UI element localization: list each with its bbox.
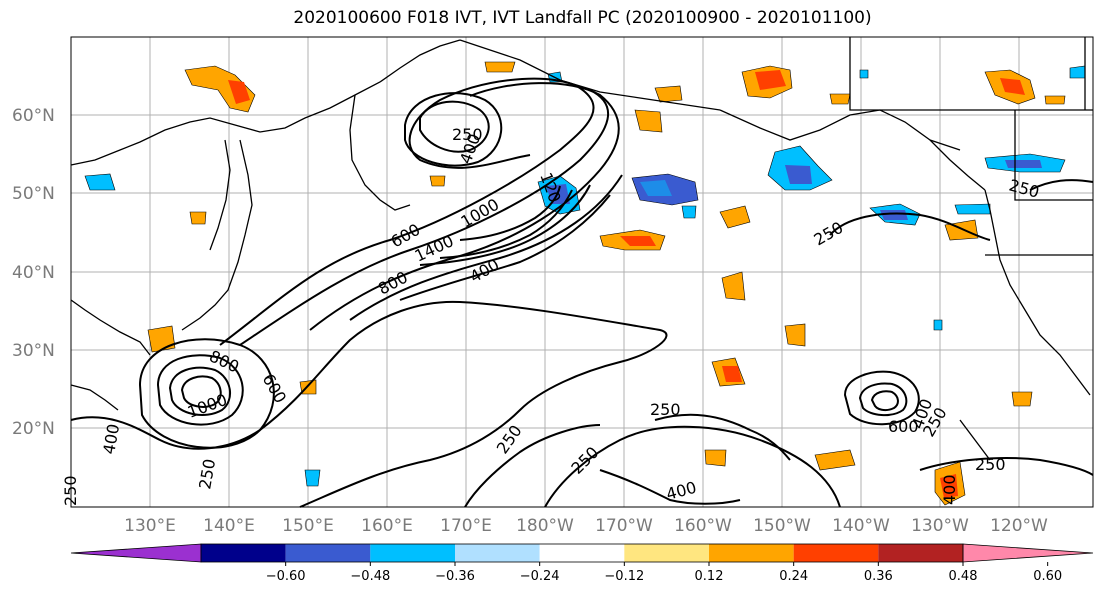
lon-label: 180°W xyxy=(516,516,574,536)
colorbar-extend-low xyxy=(70,543,202,563)
colorbar-segment xyxy=(285,544,371,562)
colorbar-tick-label: 0.36 xyxy=(864,569,893,584)
ivt-contours xyxy=(70,77,1094,508)
colorbar-segment xyxy=(539,544,625,562)
lon-label: 170°W xyxy=(595,516,653,536)
colorbar-segment xyxy=(201,544,286,562)
lon-label: 170°E xyxy=(440,516,492,536)
colorbar-ticks: −0.60 −0.48 −0.36 −0.24 −0.12 0.12 0.24 0.36 0.4… xyxy=(266,562,1062,584)
colorbar-segment xyxy=(455,544,540,562)
lon-label: 140°E xyxy=(203,516,255,536)
colorbar-tick-label: −0.24 xyxy=(520,569,560,584)
lon-label: 120°W xyxy=(990,516,1048,536)
lat-label: 20°N xyxy=(12,419,55,439)
lat-label: 40°N xyxy=(12,263,55,283)
map-title: 2020100600 F018 IVT, IVT Landfall PC (20… xyxy=(293,8,872,28)
colorbar-segment xyxy=(370,544,455,562)
colorbar-tick-label: −0.36 xyxy=(435,569,475,584)
lon-label: 160°E xyxy=(361,516,413,536)
map-frame xyxy=(70,36,1094,508)
lat-label: 60°N xyxy=(12,106,55,126)
colorbar-tick-label: −0.12 xyxy=(604,569,644,584)
contour-label: 250 xyxy=(650,400,681,419)
colorbar-segment xyxy=(709,544,794,562)
colorbar-extend-high xyxy=(962,543,1094,563)
colorbar-tick-label: 0.24 xyxy=(779,569,808,584)
colorbar-segment xyxy=(793,544,879,562)
colorbar-tick-label: 0.60 xyxy=(1033,569,1062,584)
lon-label: 140°W xyxy=(832,516,890,536)
contour-label: 400 xyxy=(940,474,959,505)
lon-label: 150°E xyxy=(282,516,334,536)
contour-label: 250 xyxy=(452,125,483,144)
lon-label: 150°W xyxy=(753,516,811,536)
colorbar-tick-label: −0.60 xyxy=(266,569,306,584)
lat-label: 30°N xyxy=(12,341,55,361)
lon-label: 130°W xyxy=(911,516,969,536)
colorbar-tick-label: 0.12 xyxy=(695,569,724,584)
colorbar-tick-label: −0.48 xyxy=(350,569,390,584)
colorbar-segment xyxy=(878,544,963,562)
colorbar-outline xyxy=(200,543,964,563)
colorbar-segment xyxy=(624,544,709,562)
colorbar xyxy=(70,543,1094,563)
lat-label: 50°N xyxy=(12,184,55,204)
coastlines xyxy=(70,37,1093,461)
pc-shading xyxy=(84,61,1086,506)
contour-label: 600 xyxy=(888,417,919,436)
colorbar-tick-label: 0.48 xyxy=(949,569,978,584)
longitude-labels: 130°E 140°E 150°E 160°E 170°E 180°W 170°… xyxy=(124,516,1048,536)
contour-label: 250 xyxy=(975,455,1006,474)
lon-label: 160°W xyxy=(674,516,732,536)
lon-label: 130°E xyxy=(124,516,176,536)
latitude-labels: 60°N 50°N 40°N 30°N 20°N xyxy=(12,106,55,439)
graticule xyxy=(71,37,1093,507)
